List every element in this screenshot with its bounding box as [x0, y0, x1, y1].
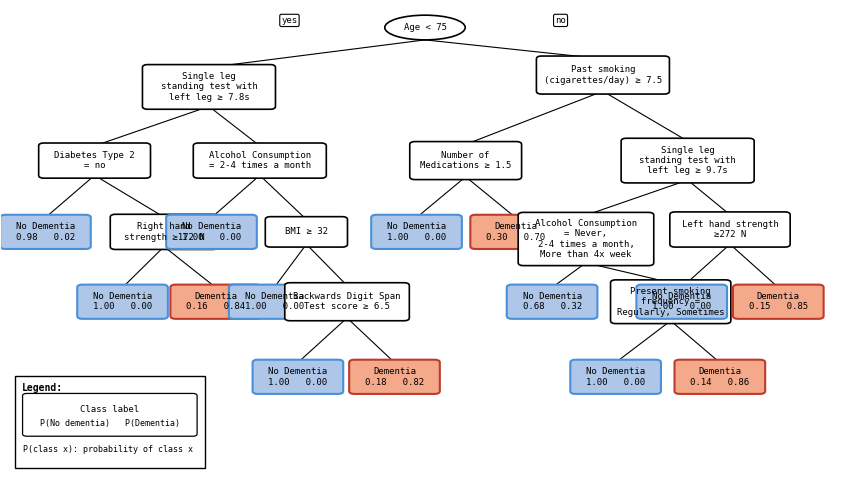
- FancyBboxPatch shape: [470, 215, 561, 249]
- FancyBboxPatch shape: [170, 284, 261, 319]
- Text: No Dementia
0.68   0.32: No Dementia 0.68 0.32: [523, 292, 581, 312]
- FancyBboxPatch shape: [349, 360, 439, 394]
- Text: Backwards Digit Span
Test score ≥ 6.5: Backwards Digit Span Test score ≥ 6.5: [293, 292, 401, 312]
- FancyBboxPatch shape: [193, 143, 326, 178]
- FancyBboxPatch shape: [285, 282, 410, 321]
- FancyBboxPatch shape: [252, 360, 343, 394]
- FancyBboxPatch shape: [265, 217, 348, 247]
- FancyBboxPatch shape: [77, 284, 167, 319]
- Text: No Dementia
1.00   0.00: No Dementia 1.00 0.00: [182, 222, 241, 241]
- Text: Alcohol Consumption
= Never,
2-4 times a month,
More than 4x week: Alcohol Consumption = Never, 2-4 times a…: [535, 219, 637, 259]
- FancyBboxPatch shape: [229, 284, 320, 319]
- Text: Dementia
0.16   0.84: Dementia 0.16 0.84: [186, 292, 246, 312]
- FancyBboxPatch shape: [15, 376, 205, 468]
- FancyBboxPatch shape: [38, 143, 150, 178]
- Text: Dementia
0.18   0.82: Dementia 0.18 0.82: [365, 367, 424, 387]
- Text: No Dementia
1.00   0.00: No Dementia 1.00 0.00: [269, 367, 327, 387]
- Text: No Dementia
1.00   0.00: No Dementia 1.00 0.00: [652, 292, 711, 312]
- Text: No Dementia
1.00   0.00: No Dementia 1.00 0.00: [387, 222, 446, 241]
- Text: yes: yes: [281, 16, 298, 25]
- FancyBboxPatch shape: [23, 393, 197, 436]
- Text: Number of
Medications ≥ 1.5: Number of Medications ≥ 1.5: [420, 151, 512, 170]
- Text: P(class x): probability of class x: P(class x): probability of class x: [24, 445, 194, 454]
- FancyBboxPatch shape: [0, 215, 91, 249]
- Text: Legend:: Legend:: [22, 383, 63, 393]
- Text: Dementia
0.14   0.86: Dementia 0.14 0.86: [690, 367, 750, 387]
- FancyBboxPatch shape: [733, 284, 824, 319]
- Text: No Dementia
1.00   0.00: No Dementia 1.00 0.00: [586, 367, 645, 387]
- FancyBboxPatch shape: [518, 212, 654, 266]
- Text: Age < 75: Age < 75: [404, 23, 446, 32]
- FancyBboxPatch shape: [410, 141, 522, 180]
- Text: No Dementia
1.00   0.00: No Dementia 1.00 0.00: [93, 292, 152, 312]
- Text: No Dementia
0.98   0.02: No Dementia 0.98 0.02: [16, 222, 75, 241]
- Text: BMI ≥ 32: BMI ≥ 32: [285, 228, 328, 237]
- Text: Alcohol Consumption
= 2-4 times a month: Alcohol Consumption = 2-4 times a month: [209, 151, 311, 170]
- Text: Single leg
standing test with
left leg ≥ 7.8s: Single leg standing test with left leg ≥…: [161, 72, 258, 102]
- FancyBboxPatch shape: [675, 360, 765, 394]
- FancyBboxPatch shape: [670, 212, 791, 247]
- Text: Dementia
0.30   0.70: Dementia 0.30 0.70: [486, 222, 545, 241]
- FancyBboxPatch shape: [371, 215, 462, 249]
- FancyBboxPatch shape: [110, 214, 218, 250]
- Text: Right hand
strength ≥172 N: Right hand strength ≥172 N: [124, 222, 204, 241]
- FancyBboxPatch shape: [507, 284, 598, 319]
- FancyBboxPatch shape: [570, 360, 661, 394]
- Text: Dementia
0.15   0.85: Dementia 0.15 0.85: [749, 292, 808, 312]
- FancyBboxPatch shape: [610, 280, 731, 324]
- FancyBboxPatch shape: [621, 138, 754, 183]
- Text: Diabetes Type 2
= no: Diabetes Type 2 = no: [54, 151, 135, 170]
- FancyBboxPatch shape: [637, 284, 727, 319]
- Text: Present smoking
frequency =
Regularly, Sometimes: Present smoking frequency = Regularly, S…: [617, 287, 724, 316]
- Text: Left hand strength
≥272 N: Left hand strength ≥272 N: [682, 220, 779, 239]
- Text: No Dementia
1.00   0.00: No Dementia 1.00 0.00: [245, 292, 303, 312]
- FancyBboxPatch shape: [143, 65, 275, 109]
- Text: no: no: [555, 16, 566, 25]
- Ellipse shape: [385, 15, 465, 40]
- FancyBboxPatch shape: [166, 215, 257, 249]
- Text: Single leg
standing test with
left leg ≥ 9.7s: Single leg standing test with left leg ≥…: [639, 146, 736, 175]
- Text: Past smoking
(cigarettes/day) ≥ 7.5: Past smoking (cigarettes/day) ≥ 7.5: [544, 65, 662, 85]
- Text: P(No dementia)   P(Dementia): P(No dementia) P(Dementia): [40, 419, 180, 428]
- Text: Class label: Class label: [80, 405, 139, 413]
- FancyBboxPatch shape: [536, 56, 670, 94]
